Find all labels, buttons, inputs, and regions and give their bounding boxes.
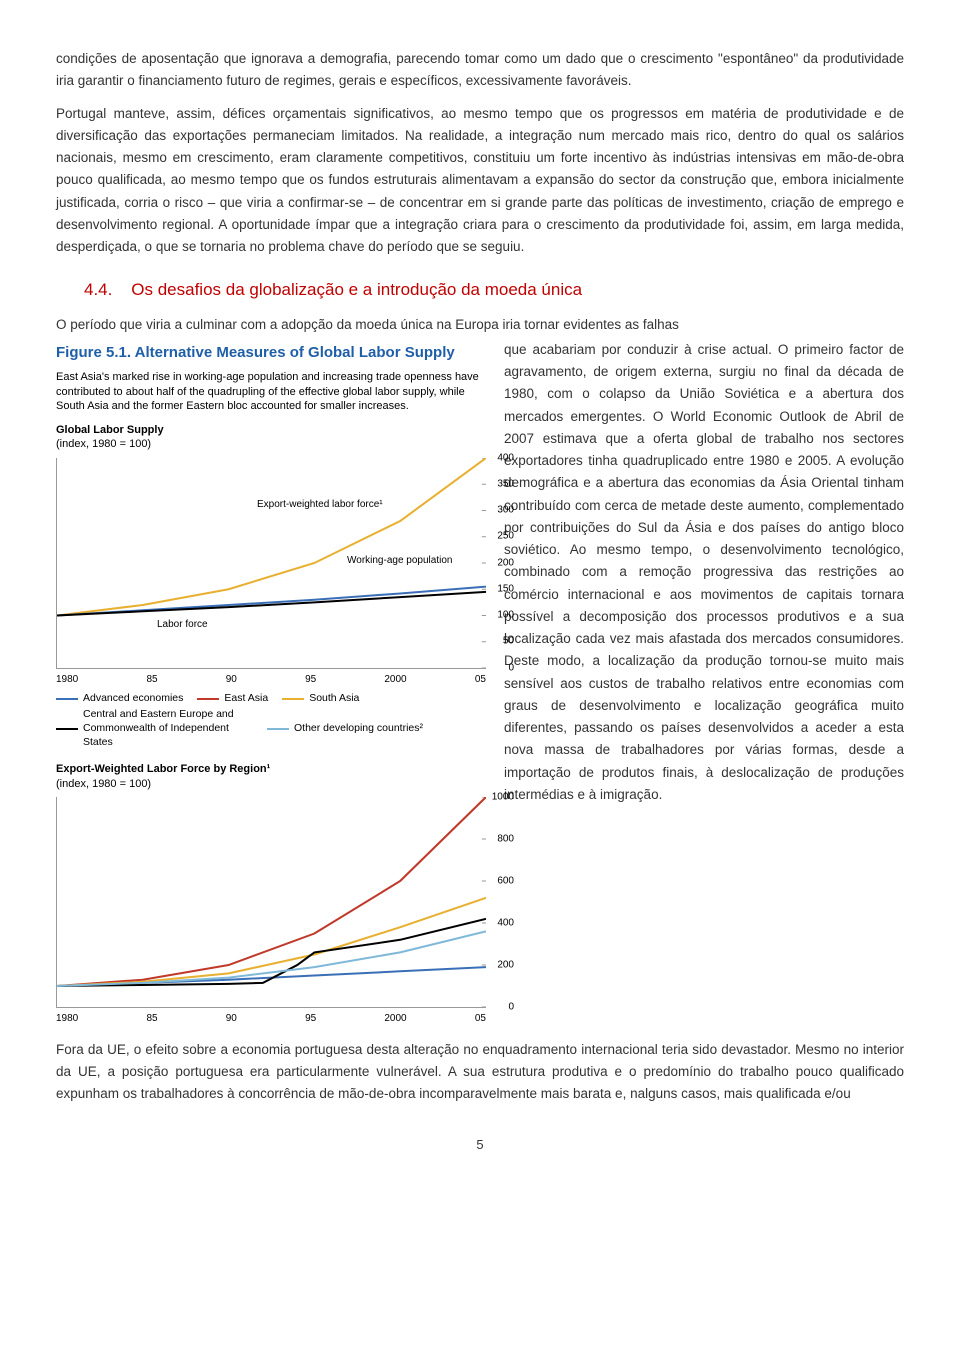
section-title: Os desafios da globalização e a introduç…	[131, 280, 582, 299]
chart2-subhead: Export-Weighted Labor Force by Region¹ (…	[56, 762, 486, 791]
figure-title: Figure 5.1. Alternative Measures of Glob…	[56, 343, 486, 363]
section-number: 4.4.	[84, 280, 112, 299]
paragraph-lead: O período que viria a culminar com a ado…	[56, 314, 904, 336]
annot-working-age: Working-age population	[347, 554, 452, 567]
paragraph: Fora da UE, o efeito sobre a economia po…	[56, 1039, 904, 1106]
figure-caption: East Asia's marked rise in working-age p…	[56, 370, 486, 413]
paragraph: Portugal manteve, assim, défices orçamen…	[56, 103, 904, 259]
chart1-subhead: Global Labor Supply (index, 1980 = 100)	[56, 423, 486, 452]
paragraph: condições de aposentação que ignorava a …	[56, 48, 904, 93]
section-heading: 4.4. Os desafios da globalização e a int…	[84, 276, 904, 304]
page-number: 5	[56, 1134, 904, 1155]
legend-item: Central and Eastern Europe and Commonwea…	[56, 708, 253, 749]
figure-5-1: Figure 5.1. Alternative Measures of Glob…	[56, 343, 486, 1031]
chart-export-weighted-by-region: 02004006008001000	[56, 797, 486, 1008]
legend-item: Advanced economies	[56, 692, 183, 706]
chart1-xticks: 1980859095200005	[56, 673, 486, 686]
legend-item: East Asia	[197, 692, 268, 706]
legend-item: Other developing countries²	[267, 708, 423, 749]
figure-legend: Advanced economies East Asia South Asia Cen…	[56, 692, 486, 753]
annot-export-weighted: Export-weighted labor force¹	[257, 498, 383, 511]
chart2-xticks: 1980859095200005	[56, 1012, 486, 1025]
annot-labor-force: Labor force	[157, 618, 208, 631]
legend-item: South Asia	[282, 692, 359, 706]
chart-global-labor-supply: Export-weighted labor force¹ Working-age…	[56, 458, 486, 669]
